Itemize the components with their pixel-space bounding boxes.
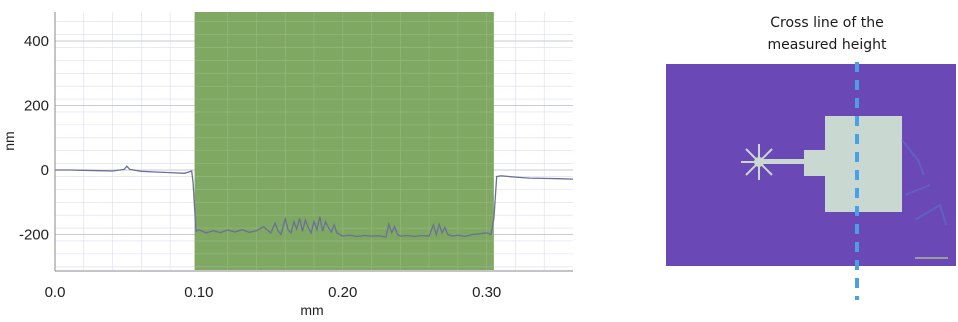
y-tick-label: 200	[24, 98, 49, 115]
y-tick-label: 0	[41, 162, 49, 179]
device-arm	[760, 159, 805, 164]
y-axis-title: nm	[1, 131, 17, 150]
gridlines-over-highlight	[194, 12, 494, 270]
surface-artifacts	[901, 139, 947, 226]
device-step	[804, 150, 827, 176]
caption-line-1: Cross line of the	[770, 15, 883, 31]
x-axis-title: mm	[300, 302, 323, 318]
series-line-height-profile	[55, 165, 574, 238]
caption-line-2: measured height	[767, 37, 887, 53]
y-tick-labels: 400 200 0 -200	[19, 33, 49, 244]
device-structure	[741, 116, 902, 212]
star-center-dot	[754, 157, 764, 167]
x-tick-label: 0.20	[328, 284, 357, 301]
y-tick-label: -200	[19, 227, 49, 244]
height-profile-chart: 400 200 0 -200 0.0 0.10 0.20 0.30 mm nm	[1, 12, 574, 318]
device-pad	[825, 116, 902, 212]
x-tick-label: 0.30	[472, 284, 501, 301]
x-tick-labels: 0.0 0.10 0.20 0.30	[45, 284, 502, 301]
x-tick-label: 0.0	[45, 284, 66, 301]
sample-micrograph	[666, 62, 956, 300]
x-tick-label: 0.10	[184, 284, 213, 301]
highlighted-region	[194, 12, 494, 270]
y-tick-label: 400	[24, 33, 49, 50]
